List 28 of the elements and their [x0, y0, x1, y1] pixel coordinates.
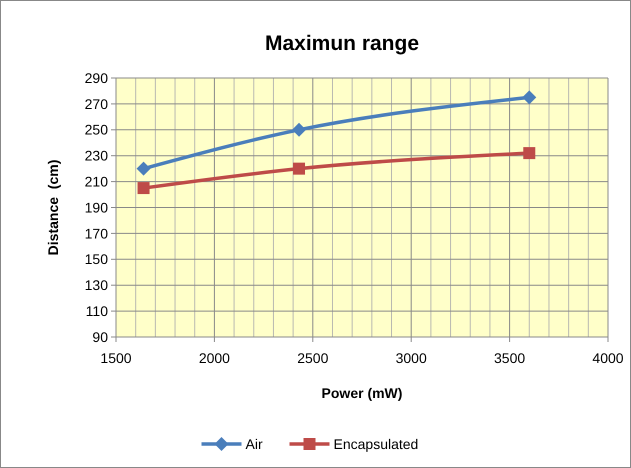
y-tick-label: 170: [84, 225, 108, 242]
point: [522, 90, 536, 104]
y-tick-label: 250: [84, 122, 108, 138]
y-tick-label: 150: [84, 251, 108, 268]
point: [292, 122, 306, 137]
point: [523, 147, 536, 160]
point: [136, 162, 151, 176]
y-axis-title: Distance (cm): [45, 160, 61, 256]
y-tick-label: 90: [92, 328, 108, 345]
y-tick-label: 190: [84, 199, 108, 216]
x-tick-label: 2000: [198, 350, 230, 366]
point: [293, 162, 306, 175]
x-tick-label: 2500: [297, 350, 329, 366]
x-tick-label: 3500: [494, 350, 526, 366]
x-tick-label: 3000: [396, 350, 427, 366]
chart-title: Maximun range: [264, 32, 420, 55]
x-tick-label: 4000: [592, 350, 624, 366]
legend-label: Encapsulated: [334, 436, 418, 452]
y-tick-label: 130: [84, 277, 108, 294]
x-axis-title: Power (mW): [322, 385, 402, 401]
y-tick-label: 230: [84, 148, 108, 164]
y-tick-label: 210: [84, 174, 108, 190]
point: [138, 182, 150, 194]
y-tick-label: 270: [84, 96, 108, 112]
legend-label: Air: [246, 436, 263, 452]
y-tick-label: 110: [86, 303, 108, 319]
x-tick-label: 1500: [100, 350, 132, 366]
y-tick-label: 290: [84, 70, 108, 86]
